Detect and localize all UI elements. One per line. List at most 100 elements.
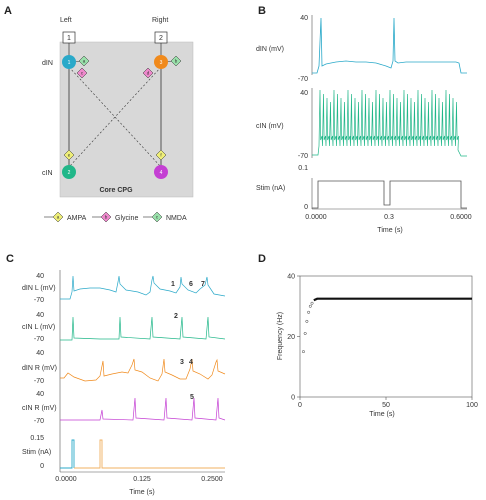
c-annot-1: 1 (171, 281, 175, 288)
svg-text:c: c (156, 215, 159, 220)
d-point-3 (307, 310, 311, 314)
svg-text:b: b (175, 59, 178, 64)
b-cIN-top-tick: 40 (300, 90, 308, 97)
svg-text:0: 0 (40, 463, 44, 470)
right-label: Right (152, 17, 168, 24)
d-ytick-label-2: 40 (287, 274, 295, 281)
cIN-left-neuron (62, 165, 76, 179)
d-point-0 (301, 350, 305, 354)
d-xtick-label-0: 0 (298, 402, 302, 409)
panel-c: C 40 dIN L (mV) -70 40 cIN L (mV) -70 40… (6, 253, 226, 496)
b-xtick-2: 0.6000 (450, 214, 472, 221)
b-xlabel: Time (s) (377, 227, 402, 234)
panel-b-label: B (258, 5, 266, 17)
synapse-legend: a AMPA b Glycine c NMDA (44, 211, 187, 223)
svg-text:0.15: 0.15 (30, 435, 44, 442)
dIN-right-neuron (154, 55, 168, 69)
svg-text:f: f (160, 153, 162, 158)
dIN-left-number: 1 (68, 60, 71, 66)
c-cINL-label: cIN L (mV) (22, 324, 55, 331)
panel-b: B 40 -70 dIN (mV) 40 -70 cIN (mV) 0.1 0 … (256, 5, 472, 234)
d-ylabel: Frequency (Hz) (277, 312, 284, 360)
c-annot-7: 7 (201, 281, 205, 288)
c-xtick-0: 0.0000 (55, 476, 77, 483)
b-stim-label: Stim (nA) (256, 185, 285, 192)
c-stim-label: Stim (nA) (22, 449, 51, 456)
b-dIN-trace (312, 17, 467, 74)
c-annot-4: 4 (189, 359, 193, 366)
c-dINR-trace (60, 358, 226, 382)
cIN-right-neuron (154, 165, 168, 179)
synapse-c: c (76, 67, 88, 79)
synapse-b: b (170, 55, 182, 67)
d-ytick-label-1: 20 (287, 334, 295, 341)
left-label: Left (60, 17, 72, 24)
legend-ampa: AMPA (67, 215, 87, 222)
d-point-2 (305, 319, 309, 323)
core-cpg-label: Core CPG (99, 187, 133, 194)
svg-text:a: a (57, 215, 60, 220)
c-xlabel: Time (s) (129, 489, 154, 496)
b-dIN-bottom-tick: -70 (298, 76, 308, 83)
synapse-a: a (78, 55, 90, 67)
svg-text:40: 40 (36, 391, 44, 398)
svg-text:c: c (81, 71, 84, 76)
b-cIN-label: cIN (mV) (256, 123, 284, 130)
panel-a-label: A (4, 5, 12, 17)
frequency-chart: 0 50 100 0 20 40 (287, 274, 478, 410)
d-xtick-label-2: 100 (466, 402, 478, 409)
c-annot-3: 3 (180, 359, 184, 366)
dIN-row-label: dIN (42, 60, 53, 67)
dIN-right-number: 3 (160, 60, 163, 66)
svg-text:-70: -70 (34, 378, 44, 385)
b-cIN-bottom-tick: -70 (298, 153, 308, 160)
c-xtick-2: 0.2500 (201, 476, 223, 483)
c-annot-2: 2 (174, 313, 178, 320)
b-stim-top-tick: 0.1 (298, 165, 308, 172)
b-dIN-label: dIN (mV) (256, 46, 284, 53)
c-cINL-trace (60, 316, 226, 341)
b-dIN-top-tick: 40 (300, 15, 308, 22)
panel-a: A Left Right 1 2 1 2 3 4 a (4, 5, 194, 223)
synapse-e: e (63, 149, 75, 161)
legend-nmda: NMDA (166, 215, 187, 222)
svg-text:d: d (147, 71, 150, 76)
c-cINR-label: cIN R (mV) (22, 405, 57, 412)
cIN-row-label: cIN (42, 170, 53, 177)
cIN-right-number: 4 (160, 170, 163, 176)
c-dINR-label: dIN R (mV) (22, 365, 57, 372)
c-dINL-trace (60, 275, 226, 300)
d-xlabel: Time (s) (369, 411, 394, 418)
svg-text:40: 40 (36, 312, 44, 319)
d-point-5 (310, 301, 314, 305)
d-plot-frame (299, 275, 473, 398)
cIN-left-number: 2 (68, 170, 71, 176)
c-stim-left-pulse (60, 439, 75, 469)
b-cIN-trace (312, 89, 467, 157)
svg-text:b: b (105, 215, 108, 220)
svg-text:-70: -70 (34, 336, 44, 343)
c-annot-6: 6 (189, 281, 193, 288)
dIN-left-neuron (62, 55, 76, 69)
b-xtick-0: 0.0000 (305, 214, 327, 221)
d-xtick-label-1: 50 (382, 402, 390, 409)
panel-d-label: D (258, 253, 266, 265)
c-xtick-1: 0.125 (133, 476, 151, 483)
d-ytick-label-0: 0 (291, 395, 295, 402)
b-stim-trace (312, 180, 467, 209)
c-cINR-trace (60, 397, 226, 421)
svg-text:-70: -70 (34, 297, 44, 304)
svg-text:e: e (68, 153, 71, 158)
svg-text:40: 40 (36, 273, 44, 280)
panel-d: D 0 50 100 0 20 40 Time (s) Frequency (Hz) (258, 253, 478, 418)
left-box-number: 1 (67, 35, 71, 42)
svg-text:a: a (83, 59, 86, 64)
core-cpg-box (59, 41, 194, 198)
synapse-f: f (155, 149, 167, 161)
right-box-number: 2 (159, 35, 163, 42)
b-xtick-1: 0.3 (384, 214, 394, 221)
d-point-1 (303, 332, 307, 335)
c-stim-right-pulse (74, 439, 225, 469)
legend-glycine: Glycine (115, 215, 138, 222)
